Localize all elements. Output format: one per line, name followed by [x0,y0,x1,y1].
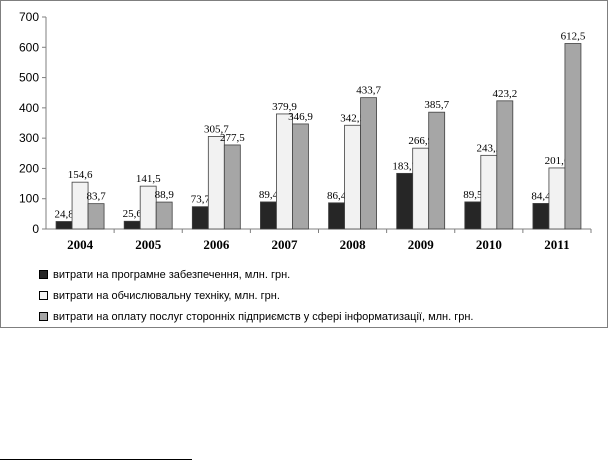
data-label: 88,9 [155,189,175,201]
y-tick-label: 300 [19,131,39,145]
data-label: 83,7 [86,191,106,203]
data-label: 154,6 [68,169,93,181]
bar-series-0-2011 [532,203,550,230]
bar-series-0-2010 [464,201,482,230]
bar-series-0-2006 [191,206,209,230]
bar-series-0-2008 [328,202,345,230]
legend-label-software: витрати на програмне забезпечення, млн. … [53,268,291,281]
bar-series-0-2004 [55,221,73,230]
data-label: 266,9 [408,135,433,147]
bar-series-2-2004 [87,203,105,230]
x-category-label: 2011 [544,237,569,252]
data-label: 379,9 [272,101,297,113]
bar-series-2-2007 [292,123,309,230]
x-category-label: 2004 [67,237,94,252]
x-category-label: 2008 [340,237,367,252]
data-label: 342,5 [340,112,365,124]
x-category-label: 2007 [271,237,298,252]
bar-series-0-2007 [260,201,277,230]
data-label: 141,5 [136,173,161,185]
legend-item-software: витрати на програмне забезпечення, млн. … [39,264,474,285]
data-label: 84,4 [531,190,551,202]
data-label: 243,2 [476,142,501,154]
x-category-label: 2010 [476,237,502,252]
data-label: 89,4 [259,189,279,201]
bar-series-0-2009 [396,172,414,230]
legend-swatch-services [39,312,48,321]
bar-series-2-2010 [496,100,514,230]
legend-label-hardware: витрати на обчислювальну техніку, млн. г… [53,289,280,302]
bar-series-1-2007 [276,113,293,230]
y-tick-label: 400 [19,101,39,115]
y-tick-label: 600 [19,40,39,54]
chart-frame: 0 100 200 300 400 500 600 700 24,8 154,6 83,7 2004 2… [0,0,608,328]
data-label: 201,6 [545,155,570,167]
y-tick-label: 200 [19,161,39,175]
bar-series-1-2004 [71,181,89,230]
bar-series-2-2011 [564,43,582,230]
data-label: 24,8 [54,208,74,220]
data-label: 277,5 [220,132,245,144]
bar-series-1-2011 [548,167,566,230]
y-tick-label: 100 [19,192,39,206]
legend-item-hardware: витрати на обчислювальну техніку, млн. г… [39,285,474,306]
bar-series-2-2006 [223,144,241,230]
y-tick-label: 500 [19,71,39,85]
data-label: 305,7 [204,123,229,135]
bar-series-2-2008 [360,97,377,230]
data-label: 346,9 [288,111,313,123]
legend-label-services: витрати на оплату послуг сторонніх підпр… [53,310,474,323]
y-tick-label: 0 [32,222,39,236]
bar-series-1-2010 [480,154,498,230]
bar-series-2-2009 [428,111,446,230]
footnote-separator [0,459,192,460]
chart-legend: витрати на програмне забезпечення, млн. … [39,264,474,327]
legend-item-services: витрати на оплату послуг сторонніх підпр… [39,306,474,327]
data-label: 433,7 [356,85,381,97]
data-label: 89,5 [463,189,483,201]
data-label: 25,6 [123,208,143,220]
y-tick-label: 700 [19,10,39,24]
bar-series-1-2006 [207,136,225,230]
bar-series-1-2008 [344,124,361,230]
data-label: 385,7 [424,99,449,111]
data-label: 423,2 [492,88,517,100]
bar-series-0-2005 [123,220,141,230]
x-category-label: 2009 [408,237,435,252]
bar-series-1-2009 [412,147,430,230]
data-label: 183,7 [392,160,417,172]
x-category-label: 2005 [135,237,162,252]
data-label: 73,7 [191,194,211,206]
legend-swatch-software [39,270,48,279]
data-label: 86,4 [327,190,347,202]
bar-chart: 0 100 200 300 400 500 600 700 24,8 154,6 83,7 2004 2… [19,10,592,252]
data-label: 612,5 [561,31,586,43]
x-category-label: 2006 [203,237,230,252]
bar-series-2-2005 [155,201,173,230]
legend-swatch-hardware [39,291,48,300]
